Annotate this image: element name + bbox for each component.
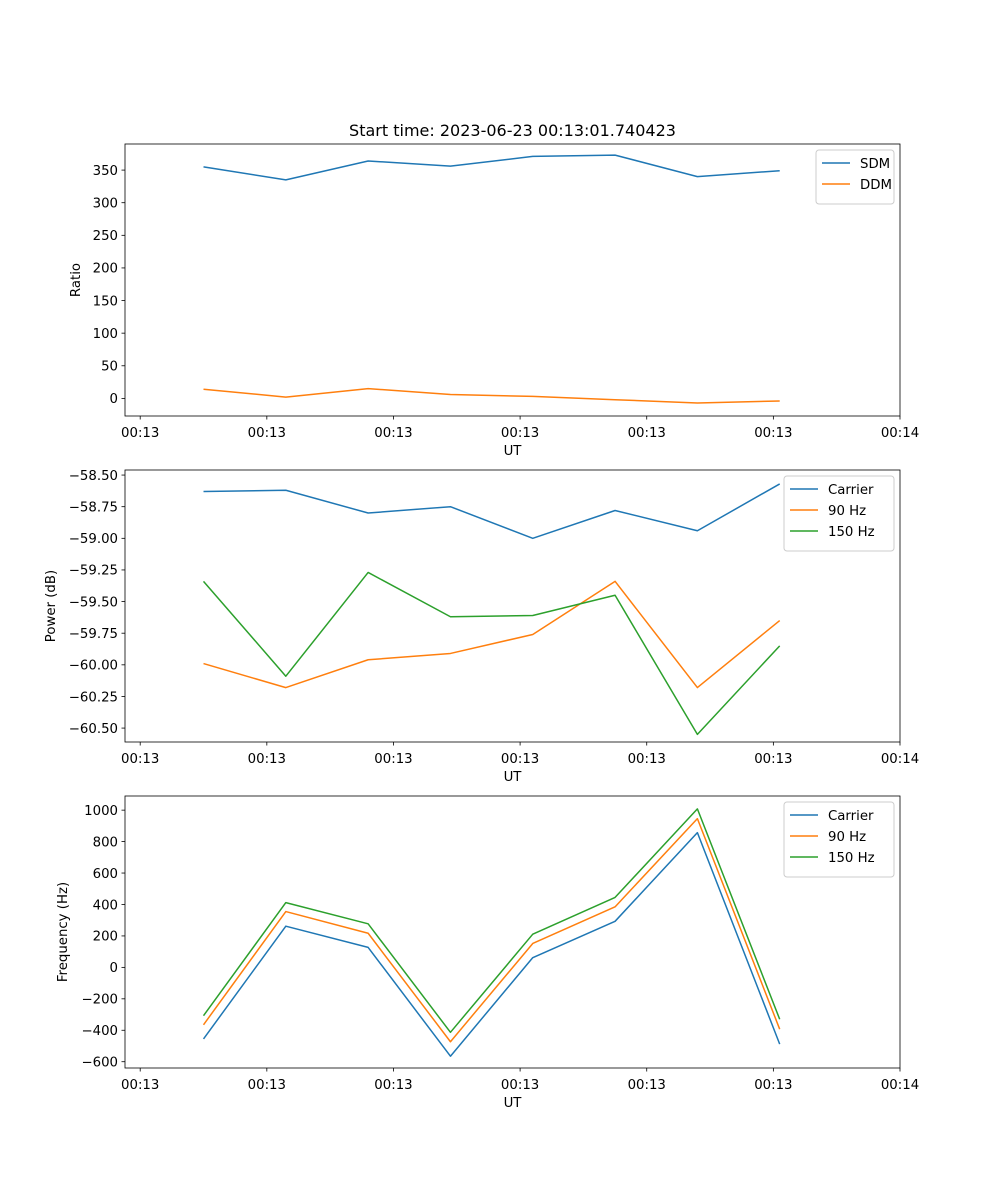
- axes-frame: [124, 795, 901, 1069]
- y-tick-label: 350: [93, 164, 118, 179]
- y-tick-label: 600: [93, 867, 118, 882]
- y-tick-label: −200: [81, 993, 118, 1008]
- y-tick-label: 150: [93, 294, 118, 309]
- x-tick-label: 00:13: [628, 426, 666, 441]
- series-line-sdm: [203, 154, 780, 181]
- axes-frame: [124, 469, 901, 743]
- legend-label: 90 Hz: [828, 830, 866, 845]
- y-tick-label: 50: [101, 360, 118, 375]
- x-tick-label: 00:13: [628, 752, 666, 767]
- x-tick-label: 00:14: [881, 752, 919, 767]
- y-tick-label: 100: [93, 327, 118, 342]
- x-tick-label: 00:13: [628, 1078, 666, 1093]
- legend-label: 150 Hz: [828, 851, 875, 866]
- x-tick-label: 00:13: [248, 752, 286, 767]
- x-tick-label: 00:13: [121, 1078, 159, 1093]
- x-tick-label: 00:13: [374, 1078, 412, 1093]
- legend: SDM DDM: [815, 149, 895, 205]
- y-tick-label: −400: [81, 1024, 118, 1039]
- x-axis-label: UT: [504, 1096, 523, 1111]
- series-line-ddm: [203, 387, 780, 404]
- series-line-90-hz: [202, 817, 781, 1043]
- x-tick-label: 00:13: [374, 426, 412, 441]
- x-axis-label: UT: [504, 770, 523, 785]
- legend-label: Carrier: [828, 809, 874, 824]
- y-tick-label: −59.75: [69, 627, 118, 642]
- y-tick-label: −59.25: [69, 564, 118, 579]
- legend: Carrier 90 Hz 150 Hz: [783, 801, 895, 878]
- x-tick-label: 00:13: [374, 752, 412, 767]
- legend: Carrier 90 Hz 150 Hz: [783, 475, 895, 552]
- y-tick-label: 200: [93, 262, 118, 277]
- series-line-carrier: [202, 831, 781, 1057]
- axes-frame: [124, 143, 901, 417]
- legend-label: 150 Hz: [828, 525, 875, 540]
- x-tick-label: 00:13: [121, 752, 159, 767]
- legend-box: [783, 475, 895, 552]
- y-tick-label: 400: [93, 898, 118, 913]
- x-tick-label: 00:13: [754, 1078, 792, 1093]
- y-tick-label: −60.00: [69, 659, 118, 674]
- y-tick-label: 1000: [84, 804, 118, 819]
- subplot-3: 00:13 00:13 00:13 00:13 00:13 00:13 00:14 −600 −…: [56, 795, 919, 1111]
- y-tick-label: −600: [81, 1056, 118, 1071]
- x-tick-label: 00:13: [501, 426, 539, 441]
- x-tick-label: 00:13: [501, 752, 539, 767]
- x-axis-label: UT: [504, 444, 523, 459]
- legend-label: 90 Hz: [828, 504, 866, 519]
- legend-label: SDM: [860, 157, 890, 172]
- y-axis-label: Power (dB): [44, 570, 59, 642]
- series-line-150-hz: [202, 808, 781, 1034]
- panels: 00:13 00:13 00:13 00:13 00:13 00:13 00:14 0 50 10…: [44, 143, 919, 1111]
- subplot-2: 00:13 00:13 00:13 00:13 00:13 00:13 00:14 −60.5…: [44, 469, 919, 785]
- x-tick-label: 00:13: [121, 426, 159, 441]
- subplot-1: 00:13 00:13 00:13 00:13 00:13 00:13 00:14 0 50 10…: [69, 143, 919, 459]
- y-tick-label: −58.50: [69, 469, 118, 484]
- y-axis-label: Frequency (Hz): [56, 882, 71, 982]
- y-tick-label: −59.50: [69, 595, 118, 610]
- x-tick-label: 00:13: [754, 426, 792, 441]
- x-tick-label: 00:13: [248, 426, 286, 441]
- y-tick-label: 300: [93, 197, 118, 212]
- series-line-150-hz: [202, 571, 781, 736]
- legend-box: [783, 801, 895, 878]
- y-tick-label: −60.25: [69, 690, 118, 705]
- y-tick-label: 0: [110, 392, 118, 407]
- x-tick-label: 00:13: [501, 1078, 539, 1093]
- y-axis-label: Ratio: [69, 263, 84, 297]
- figure-title: Start time: 2023-06-23 00:13:01.740423: [349, 121, 676, 140]
- legend-label: DDM: [860, 178, 892, 193]
- x-tick-label: 00:14: [881, 1078, 919, 1093]
- y-tick-label: −60.50: [69, 722, 118, 737]
- legend-label: Carrier: [828, 483, 874, 498]
- y-tick-label: 800: [93, 835, 118, 850]
- x-tick-label: 00:13: [754, 752, 792, 767]
- series-line-90-hz: [203, 580, 781, 689]
- y-tick-label: −58.75: [69, 500, 118, 515]
- y-tick-label: 0: [110, 961, 118, 976]
- x-tick-label: 00:14: [881, 426, 919, 441]
- series-line-carrier: [203, 483, 781, 540]
- x-tick-label: 00:13: [248, 1078, 286, 1093]
- y-tick-label: −59.00: [69, 532, 118, 547]
- y-tick-label: 200: [93, 930, 118, 945]
- y-tick-label: 250: [93, 229, 118, 244]
